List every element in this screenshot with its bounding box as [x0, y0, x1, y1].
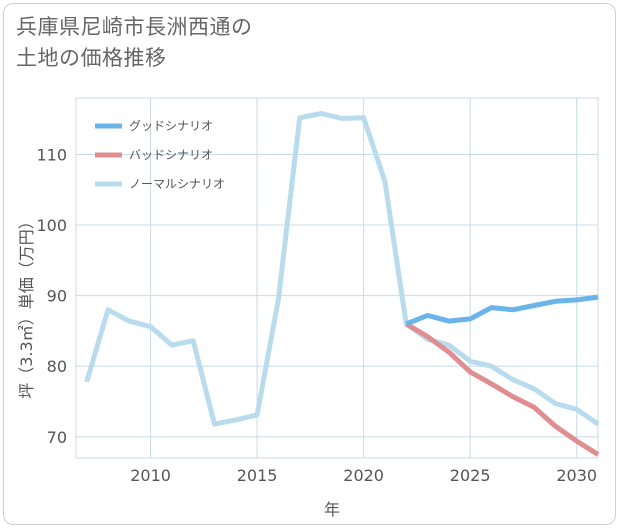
- title-line-2: 土地の価格推移: [16, 46, 167, 70]
- x-axis-label: 年: [324, 500, 340, 519]
- grid-lines: [75, 97, 599, 459]
- chart-title: 兵庫県尼崎市長洲西通の 土地の価格推移: [16, 12, 376, 74]
- legend-label: ノーマルシナリオ: [129, 177, 225, 191]
- y-axis-label: 坪（3.3㎡）単価（万円）: [17, 213, 36, 398]
- y-tick-label: 80: [47, 357, 67, 376]
- y-tick-labels: 70 80 90 100 110: [36, 145, 67, 446]
- y-tick-label: 100: [36, 216, 67, 235]
- plot-area-border: [75, 97, 599, 459]
- x-tick-label: 2030: [556, 466, 597, 485]
- y-tick-label: 90: [47, 287, 67, 306]
- y-tick-label: 70: [47, 428, 67, 447]
- x-tick-label: 2010: [130, 466, 171, 485]
- series-lines: [84, 111, 600, 457]
- x-tick-labels: 2010 2015 2020 2025 2030: [130, 466, 597, 485]
- y-tick-label: 110: [36, 145, 67, 164]
- title-line-1: 兵庫県尼崎市長洲西通の: [16, 15, 253, 39]
- x-tick-label: 2015: [237, 466, 278, 485]
- series-line: [84, 111, 600, 427]
- legend-label: グッドシナリオ: [129, 119, 213, 133]
- series-line: [405, 294, 599, 327]
- x-tick-label: 2020: [343, 466, 384, 485]
- series-line: [404, 321, 600, 457]
- chart-card: [3, 3, 616, 525]
- x-tick-label: 2025: [450, 466, 491, 485]
- legend-label: バッドシナリオ: [129, 148, 213, 162]
